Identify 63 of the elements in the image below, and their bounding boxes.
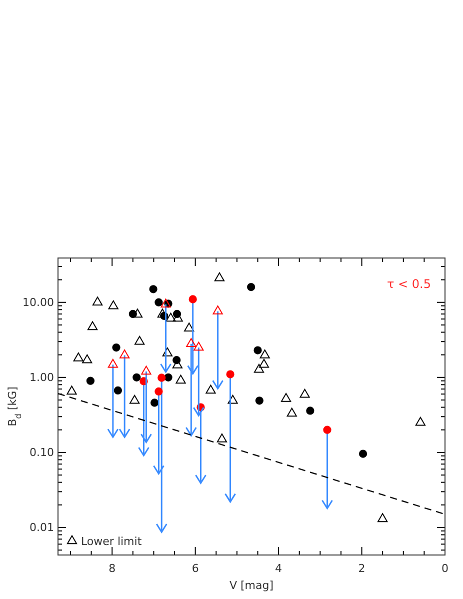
point — [216, 433, 228, 442]
point — [86, 376, 95, 385]
point — [132, 308, 143, 318]
point — [258, 358, 270, 368]
point — [300, 388, 310, 398]
point — [132, 373, 141, 382]
point — [255, 396, 264, 405]
point — [306, 406, 314, 415]
point — [112, 343, 120, 352]
point — [82, 354, 92, 364]
y-tick-label: 0.01 — [30, 521, 54, 534]
point — [130, 394, 140, 404]
point — [358, 450, 368, 458]
point — [87, 321, 98, 330]
point — [206, 384, 216, 394]
x-axis-title: V [mag] — [229, 579, 274, 592]
point — [162, 347, 172, 356]
x-tick-label: 0 — [442, 562, 448, 576]
point — [154, 387, 163, 396]
x-tick-label: 2 — [358, 562, 366, 576]
point — [186, 338, 196, 347]
point — [66, 386, 77, 395]
point — [164, 373, 172, 382]
annotation: τ < 0.5 — [387, 277, 431, 291]
point — [158, 374, 166, 382]
point — [114, 386, 122, 395]
point — [254, 346, 262, 354]
point — [92, 296, 103, 306]
point — [154, 298, 163, 306]
point — [247, 282, 256, 292]
point — [280, 392, 292, 402]
y-tick-label: 10.00 — [22, 296, 54, 309]
x-tick-label: 4 — [275, 562, 282, 576]
point — [150, 398, 159, 407]
point — [149, 285, 158, 294]
x-tick-label: 6 — [192, 562, 199, 576]
point — [160, 298, 171, 308]
point — [323, 426, 332, 434]
point — [141, 366, 152, 375]
point — [134, 336, 145, 345]
point — [194, 342, 204, 351]
point — [157, 308, 168, 318]
point — [166, 312, 176, 322]
point — [108, 300, 118, 310]
point — [176, 374, 186, 384]
point — [260, 350, 270, 358]
point — [254, 364, 264, 373]
point — [120, 350, 130, 358]
point — [214, 272, 225, 282]
point — [286, 408, 297, 417]
point — [184, 322, 194, 332]
point — [73, 352, 84, 362]
legend-label: Lower limit — [81, 535, 142, 548]
y-tick-label: 1.00 — [30, 370, 54, 384]
point — [378, 513, 388, 522]
point — [228, 394, 238, 404]
point — [415, 416, 426, 426]
point — [188, 295, 197, 304]
y-tick-label: 0.10 — [30, 446, 54, 459]
point — [108, 358, 118, 368]
point — [226, 370, 234, 378]
point — [212, 306, 223, 314]
x-tick-label: 8 — [108, 562, 116, 576]
